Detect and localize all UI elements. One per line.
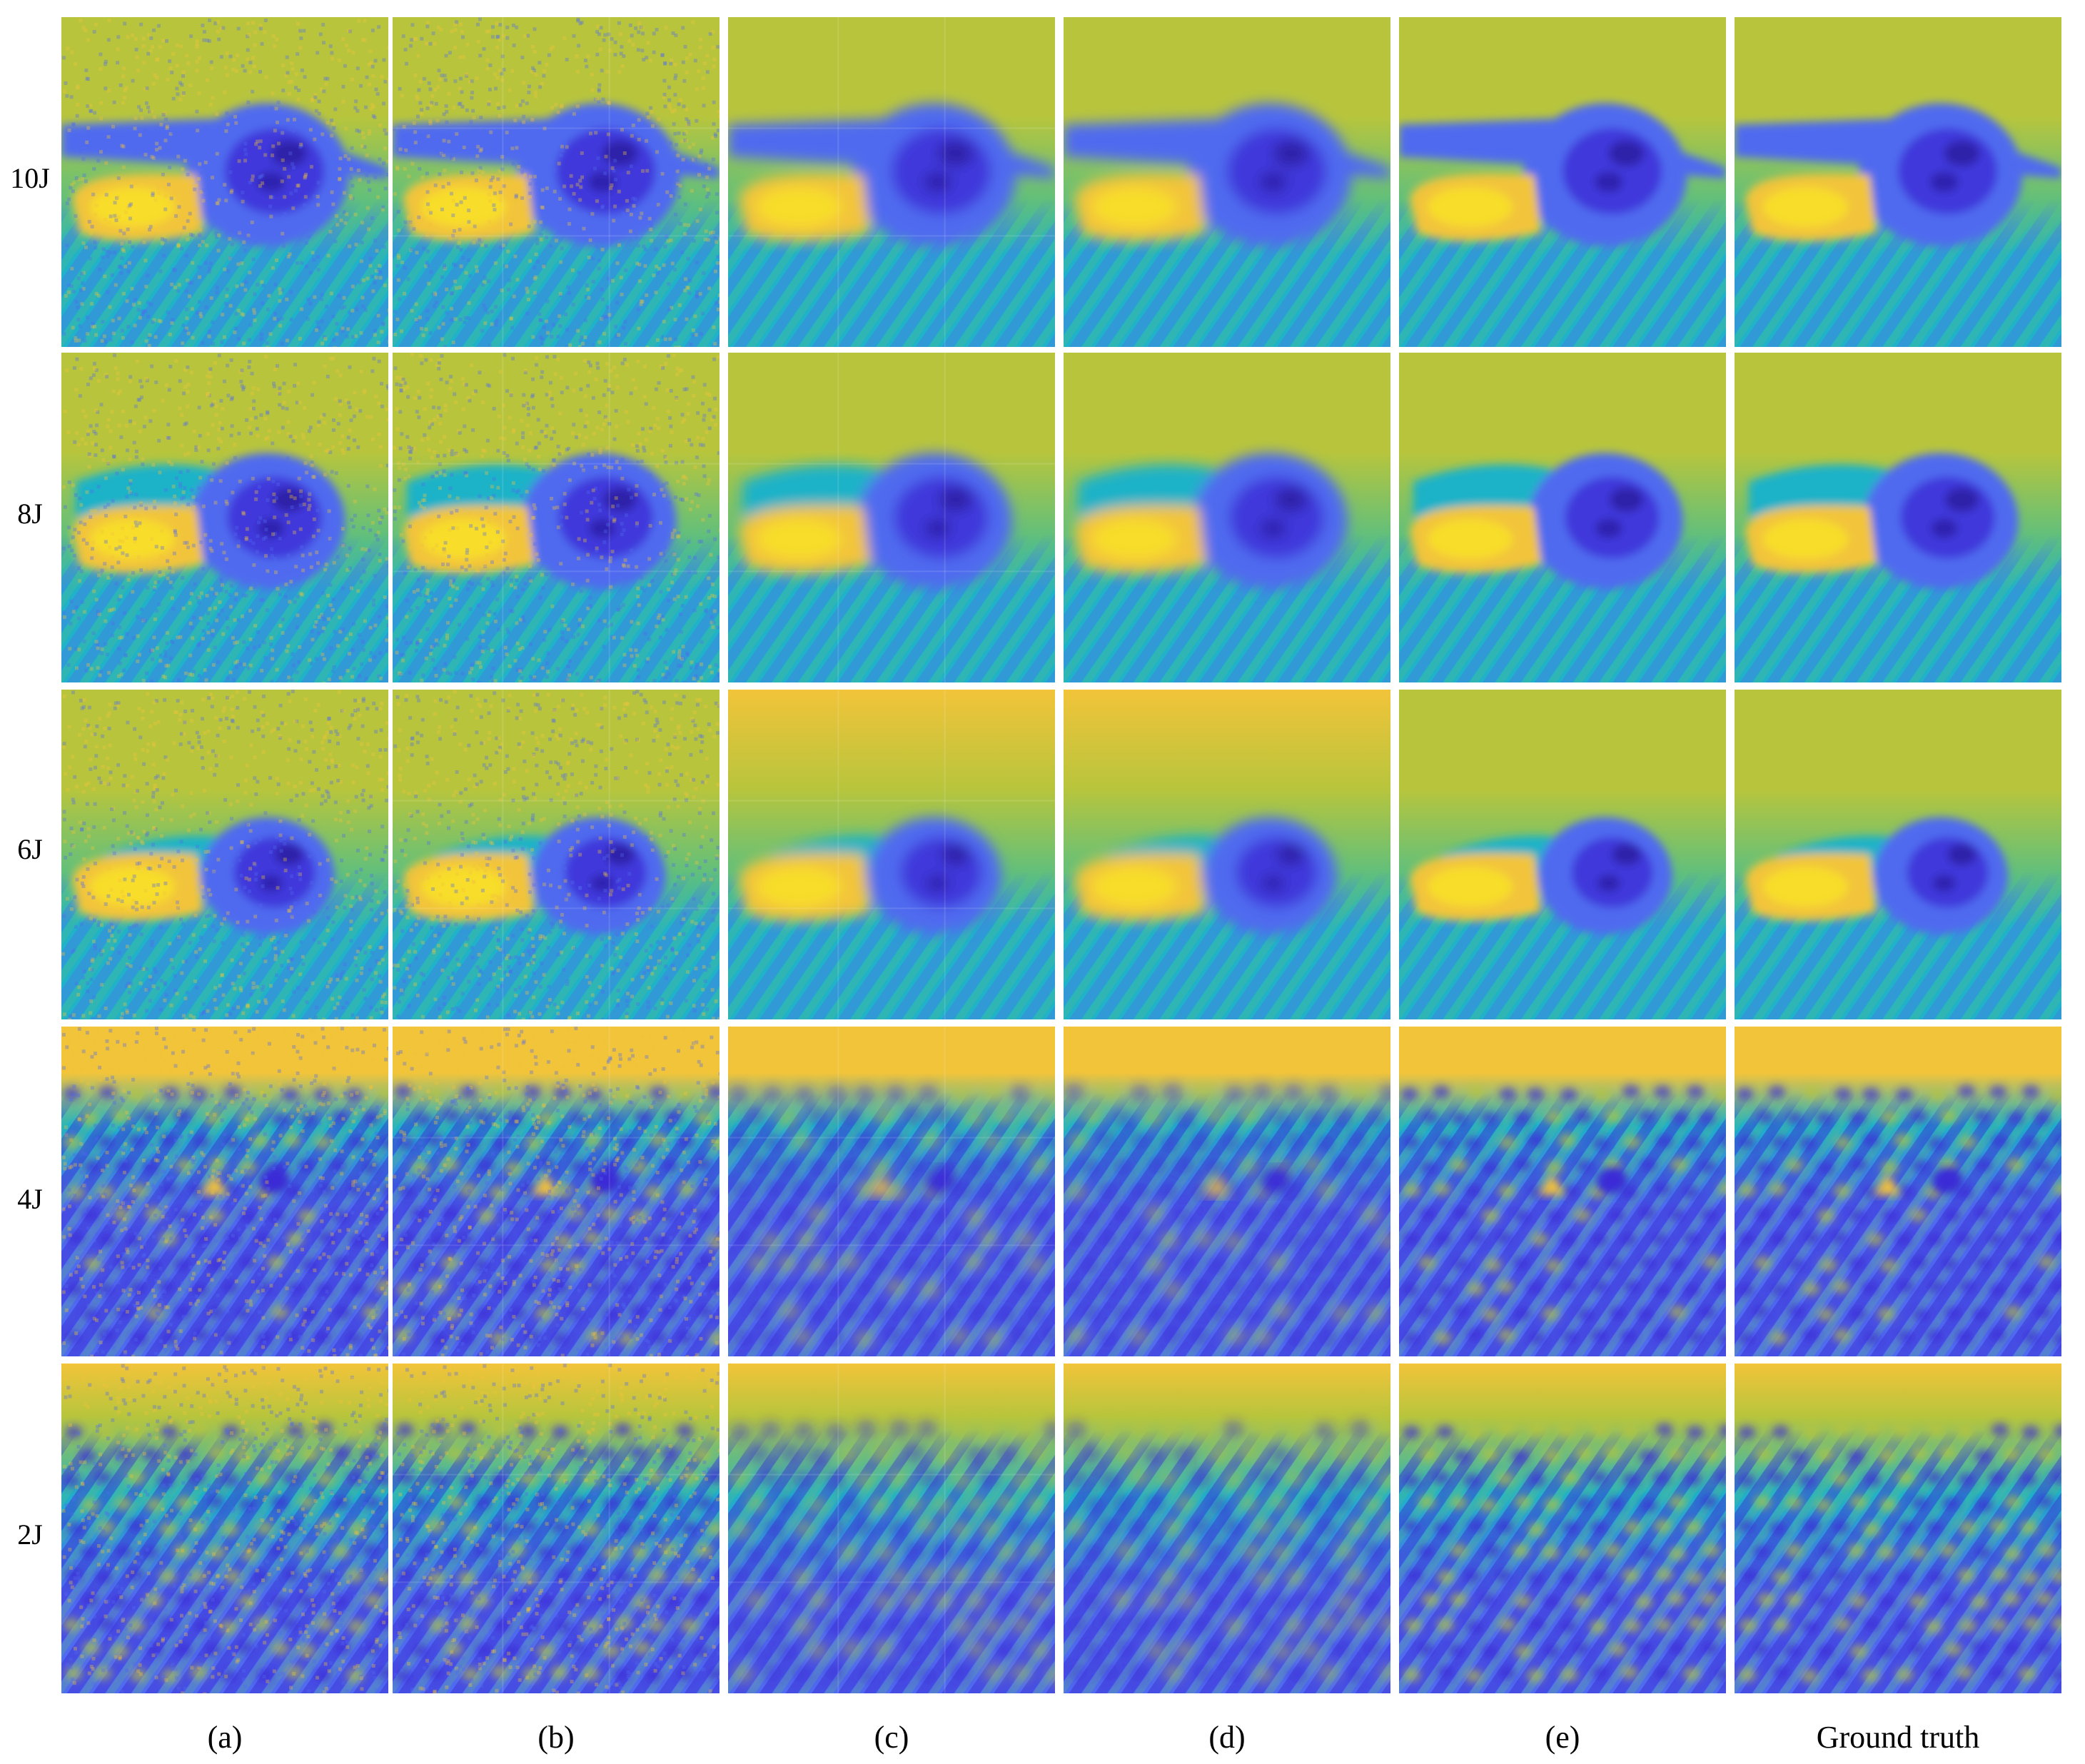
image-tile xyxy=(61,353,388,682)
column-label: (b) xyxy=(537,1720,575,1755)
column-label: (a) xyxy=(207,1720,243,1755)
image-tile xyxy=(393,1364,720,1693)
image-tile xyxy=(1399,353,1726,682)
column-label: (c) xyxy=(874,1720,909,1755)
image-tile xyxy=(1064,1364,1390,1693)
image-tile xyxy=(1735,17,2061,347)
image-tile xyxy=(1735,353,2061,682)
image-tile xyxy=(61,1364,388,1693)
row-label: 10J xyxy=(10,162,50,194)
image-tile xyxy=(61,690,388,1019)
image-tile xyxy=(61,17,388,347)
image-tile xyxy=(1399,1364,1726,1693)
column-label: (d) xyxy=(1208,1720,1246,1755)
row-label: 8J xyxy=(17,498,43,530)
image-tile xyxy=(393,690,720,1019)
row-label: 6J xyxy=(17,833,43,865)
image-tile xyxy=(1399,690,1726,1019)
image-tile xyxy=(1399,1027,1726,1356)
image-tile xyxy=(728,690,1055,1019)
image-tile xyxy=(61,1027,388,1356)
image-tile xyxy=(393,1027,720,1356)
image-tile xyxy=(1399,17,1726,347)
image-tile xyxy=(393,17,720,347)
image-tile xyxy=(1064,690,1390,1019)
row-label: 4J xyxy=(17,1183,43,1215)
image-tile xyxy=(393,353,720,682)
image-tile xyxy=(1735,690,2061,1019)
column-label: (e) xyxy=(1545,1720,1580,1755)
column-label: Ground truth xyxy=(1816,1720,1980,1755)
image-tile xyxy=(1735,1027,2061,1356)
image-tile xyxy=(1064,353,1390,682)
row-label: 2J xyxy=(17,1518,43,1551)
image-tile xyxy=(1735,1364,2061,1693)
image-tile xyxy=(728,353,1055,682)
image-tile xyxy=(728,1364,1055,1693)
image-tile xyxy=(728,17,1055,347)
image-tile xyxy=(1064,17,1390,347)
image-tile xyxy=(728,1027,1055,1356)
image-tile xyxy=(1064,1027,1390,1356)
